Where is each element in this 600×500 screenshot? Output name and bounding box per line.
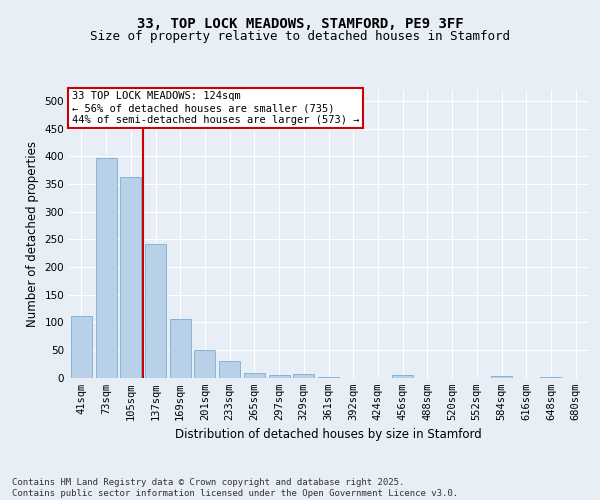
Text: Size of property relative to detached houses in Stamford: Size of property relative to detached ho…: [90, 30, 510, 43]
Bar: [392, 374, 413, 378]
Bar: [244, 372, 265, 378]
Text: Contains HM Land Registry data © Crown copyright and database right 2025.
Contai: Contains HM Land Registry data © Crown c…: [12, 478, 458, 498]
Text: 33, TOP LOCK MEADOWS, STAMFORD, PE9 3FF: 33, TOP LOCK MEADOWS, STAMFORD, PE9 3FF: [137, 18, 463, 32]
Bar: [145, 244, 166, 378]
X-axis label: Distribution of detached houses by size in Stamford: Distribution of detached houses by size …: [175, 428, 482, 441]
Bar: [269, 376, 290, 378]
Bar: [170, 319, 191, 378]
Bar: [491, 376, 512, 378]
Bar: [71, 316, 92, 378]
Y-axis label: Number of detached properties: Number of detached properties: [26, 141, 39, 327]
Bar: [219, 361, 240, 378]
Bar: [120, 177, 141, 378]
Bar: [95, 158, 116, 378]
Bar: [293, 374, 314, 378]
Bar: [541, 377, 562, 378]
Bar: [194, 350, 215, 378]
Bar: [318, 377, 339, 378]
Text: 33 TOP LOCK MEADOWS: 124sqm
← 56% of detached houses are smaller (735)
44% of se: 33 TOP LOCK MEADOWS: 124sqm ← 56% of det…: [71, 92, 359, 124]
